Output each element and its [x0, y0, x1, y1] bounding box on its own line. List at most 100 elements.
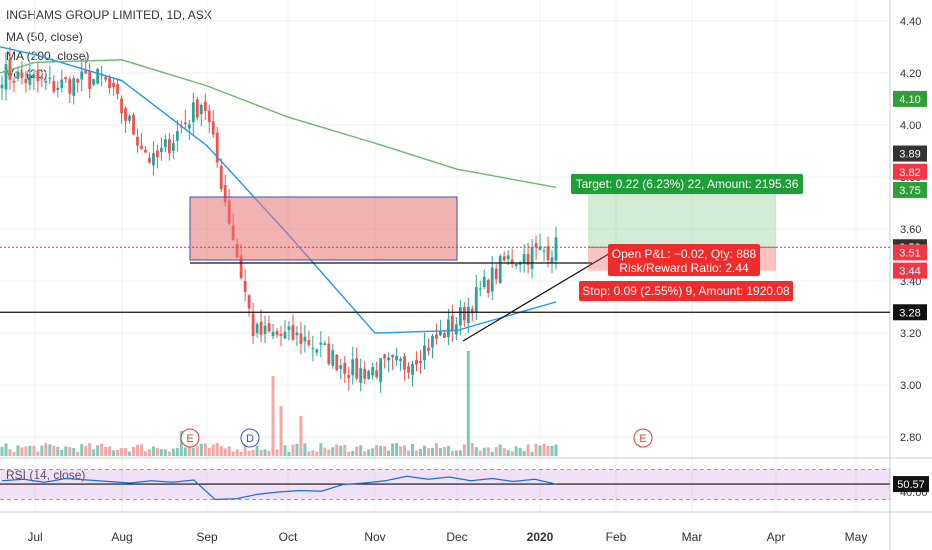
ma50-line: [0, 46, 557, 334]
candle-body: [263, 325, 267, 334]
price-badge-label: 3.28: [899, 307, 920, 319]
time-label: Aug: [111, 530, 132, 544]
volume-bar: [100, 443, 104, 456]
time-axis[interactable]: Jul Aug Sep Oct Nov Dec 2020 Feb Mar Apr May: [27, 530, 867, 544]
volume-bar: [395, 443, 399, 456]
rr-label: Risk/Reward Ratio: 2.44: [619, 261, 749, 275]
candle-body: [124, 108, 127, 121]
volume-bar: [438, 447, 442, 456]
time-label: Mar: [682, 530, 703, 544]
candle-body: [160, 147, 163, 153]
candle-body: [108, 77, 112, 88]
volume-bar: [56, 446, 60, 456]
volume-bar: [299, 416, 303, 456]
time-label: Nov: [364, 530, 385, 544]
volume-bar: [147, 449, 151, 456]
volume-bar: [96, 445, 100, 456]
price-badge-label: 3.51: [899, 247, 920, 259]
volume-bar: [323, 447, 327, 456]
candle-body: [164, 139, 167, 148]
earnings-marker-label: E: [639, 433, 646, 445]
volume-bar: [379, 445, 383, 456]
volume-bar: [331, 447, 335, 456]
price-badge: [893, 181, 927, 198]
volume-bar: [450, 451, 454, 456]
volume-bar: [239, 451, 243, 456]
volume-bar: [235, 449, 239, 456]
candle-body: [327, 343, 331, 364]
price-badge: [893, 262, 927, 279]
candle-body: [299, 333, 303, 344]
volume-bar: [434, 443, 438, 456]
volume-bar: [72, 448, 76, 456]
candle-body: [303, 336, 307, 342]
pnl-box: [608, 244, 760, 276]
volume-bar: [371, 448, 375, 456]
volume-bar: [359, 445, 363, 456]
price-tick: 3.20: [900, 328, 921, 340]
candle-body: [466, 306, 470, 324]
volume-bar: [303, 443, 307, 456]
volume-bar: [0, 446, 4, 456]
volume-bar: [271, 376, 275, 456]
volume-bar: [199, 443, 203, 456]
candle-body: [20, 72, 24, 78]
rsi-badge: [893, 476, 929, 493]
volume-bar: [367, 449, 371, 456]
ma50-legend[interactable]: MA (50, close): [6, 30, 83, 44]
candle-body: [494, 268, 498, 280]
candle-body: [554, 237, 558, 261]
volume-bar: [411, 443, 415, 456]
profit-zone: [588, 189, 776, 248]
candle-body: [203, 101, 207, 111]
volume-bar: [104, 446, 108, 456]
candle-body: [52, 81, 56, 92]
volume-bar: [466, 351, 470, 456]
candle-body: [478, 288, 482, 290]
candle-body: [502, 256, 506, 261]
volume-bar: [315, 451, 319, 456]
stop-label-bg: [579, 281, 793, 301]
volume-bar: [263, 449, 267, 456]
price-axis[interactable]: 4.404.204.003.803.603.403.203.002.804.10…: [893, 16, 929, 499]
volume-bar: [399, 446, 403, 456]
volume-bar: [151, 446, 155, 456]
candle-body: [251, 313, 255, 336]
pnl-label: Open P&L: −0.02, Qty: 888: [612, 247, 757, 261]
earnings-marker-label: E: [186, 433, 193, 445]
volume-bar: [458, 450, 462, 456]
candle-body: [315, 349, 319, 353]
dividend-marker-label: D: [246, 433, 254, 445]
volume-bar: [132, 446, 136, 456]
candle-body: [351, 359, 355, 376]
price-tick: 2.80: [900, 432, 921, 444]
candle-body: [279, 333, 283, 336]
volume-bar: [32, 445, 36, 456]
candle-body: [443, 333, 446, 338]
volume-bar: [319, 443, 323, 456]
candle-body: [550, 257, 554, 263]
candle-body: [291, 324, 295, 340]
volume-bar: [175, 448, 179, 456]
volume-bar: [351, 450, 355, 456]
volume-bar: [108, 446, 112, 456]
candle-body: [243, 281, 247, 292]
candle-body: [542, 250, 546, 252]
volume-bar: [335, 444, 339, 456]
rsi-panel: [0, 469, 890, 501]
drawings: [0, 196, 890, 342]
candle-body: [40, 76, 44, 79]
long-position-tool[interactable]: Target: 0.22 (6.23%) 22, Amount: 2195.36…: [571, 174, 803, 301]
volume-bar: [482, 447, 486, 456]
volume-bar: [251, 449, 255, 456]
volume-bar: [60, 450, 64, 456]
volume-bar: [518, 448, 522, 456]
volume-bar: [542, 443, 546, 456]
candle-body: [363, 368, 367, 379]
volume-bar: [554, 444, 558, 456]
candle-body: [482, 276, 486, 288]
candle-body: [486, 279, 490, 294]
candle-body: [446, 319, 450, 337]
